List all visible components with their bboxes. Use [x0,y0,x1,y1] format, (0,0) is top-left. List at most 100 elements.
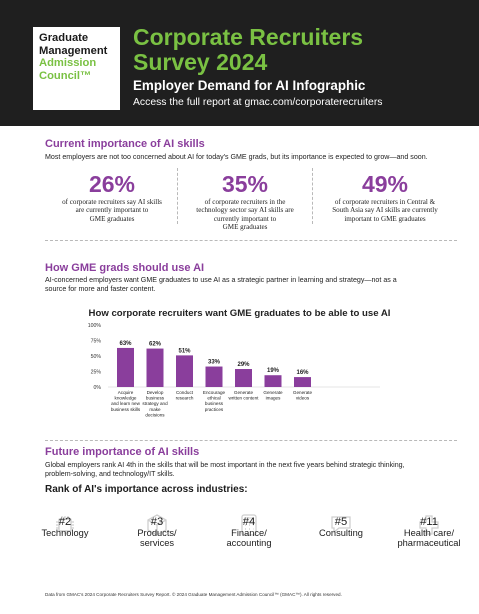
bar-value-label: 51% [178,348,191,354]
rank-item-finance: #4 Finance/ accounting [206,514,292,548]
stat-line: of corporate recruiters say AI skills [62,198,162,206]
stat-block: 26% of corporate recruiters say AI skill… [48,172,176,223]
category-label: and learn new [111,401,141,406]
header-banner: Graduate Management Admission Council™ C… [0,0,479,126]
stat-line: GME graduates [89,214,135,223]
rank-label: accounting [226,538,272,548]
rank-label: Products/ [137,528,177,538]
category-label: Acquire [118,390,134,395]
medical-cross-icon [419,515,439,535]
stat-description: of corporate recruiters in the technolog… [180,198,310,232]
section-divider [45,440,457,441]
category-label: practices [205,407,224,412]
bar [264,375,282,387]
rank-item-healthcare: #11 Health care/ pharmaceutical [384,515,474,548]
bar [294,377,311,387]
stat-line: of corporate recruiters in the [204,198,286,206]
chat-bubble-icon [331,516,351,534]
stat-line: important to GME graduates [344,214,426,223]
category-label: make [149,407,161,412]
stat-line: GME graduates [222,223,268,232]
category-label: videos [296,396,310,401]
stat-description: of corporate recruiters in Central & Sou… [314,198,456,223]
rank-label: Health care/ [403,528,455,538]
stat-block: 49% of corporate recruiters in Central &… [314,172,456,223]
report-title-line: Corporate Recruiters [133,24,364,50]
footer-note: Data from GMAC's 2024 Corporate Recruite… [45,592,342,597]
stat-line: technology sector say AI skills are [196,206,294,215]
rank-label: services [139,538,175,548]
rank-label: Technology [41,528,89,538]
stat-line: currently important to [213,214,277,223]
stat-line: are currently important to [75,206,149,215]
category-label: written content [229,396,260,401]
bar-value-label: 62% [149,342,162,348]
bar [176,355,193,387]
bar [117,347,134,387]
divider [177,168,178,224]
section-title-current: Current importance of AI skills [45,138,205,150]
section-title-future: Future importance of AI skills [45,446,200,458]
section-text-future: Global employers rank AI 4th in the skil… [45,461,405,479]
rank-label: Consulting [319,528,363,538]
category-label: images [266,396,282,401]
report-title-line: Survey 2024 [133,49,268,75]
calculator-icon [241,514,257,536]
chip-icon [56,516,74,534]
divider [312,168,313,224]
category-label: research [176,396,194,401]
logo-line: Council™ [39,69,92,82]
rank-item-consulting: #5 Consulting [298,516,384,538]
category-label: Generate [263,390,283,395]
text-line: Global employers rank AI 4th in the skil… [45,461,405,469]
category-label: Generate [293,390,313,395]
bar [235,369,252,387]
rank-number: #5 [334,516,348,528]
bar [205,366,223,387]
category-label: strategy and [142,401,168,406]
stat-percent: 26% [88,171,136,197]
rank-number: #4 [242,516,256,528]
logo-line: Admission [39,57,97,70]
logo-line: Graduate [39,32,89,44]
section-title-how: How GME grads should use AI [45,262,205,274]
stat-block: 35% of corporate recruiters in the techn… [180,172,310,232]
y-tick-label: 75% [91,339,102,345]
rank-number: #11 [420,516,438,528]
bar-value-label: 29% [237,362,250,368]
category-label: business [146,396,165,401]
report-title: Corporate Recruiters Survey 2024 [133,25,453,75]
rank-number: #3 [150,516,164,528]
report-subtitle: Employer Demand for AI Infographic [133,78,366,93]
text-line: source for more and faster content. [45,285,156,293]
logo-line: Management [39,44,108,57]
bar [146,348,164,387]
bar-value-label: 63% [119,341,132,347]
chart-title: How corporate recruiters want GME gradua… [88,308,391,319]
category-label: Generate [234,390,254,395]
section-text-current: Most employers are not too concerned abo… [45,153,428,161]
stat-description: of corporate recruiters say AI skills ar… [48,198,176,223]
category-label: ethical [207,396,220,401]
section-divider [45,240,457,241]
bar-value-label: 19% [267,368,280,374]
rank-title: Rank of AI's importance across industrie… [45,484,248,495]
stat-percent: 49% [361,171,409,197]
y-tick-label: 100% [88,323,102,329]
text-line: AI-concerned employers want GME graduate… [45,276,397,284]
report-link-text[interactable]: Access the full report at gmac.com/corpo… [133,97,383,108]
y-tick-label: 50% [91,354,102,360]
stat-percent: 35% [221,171,269,197]
bar-value-label: 16% [296,370,309,376]
section-text-how: AI-concerned employers want GME graduate… [45,276,397,294]
rank-label: pharmaceutical [397,538,461,548]
text-line: problem-solving, and technology/IT skill… [45,470,175,478]
rank-number: #2 [58,516,72,528]
gmac-logo: Graduate Management Admission Council™ [33,27,120,110]
y-tick-label: 25% [91,370,102,376]
category-label: business skills [111,407,141,412]
category-label: Encourage [203,390,226,395]
category-label: decisions [145,412,165,417]
stat-line: South Asia say AI skills are currently [332,206,438,215]
